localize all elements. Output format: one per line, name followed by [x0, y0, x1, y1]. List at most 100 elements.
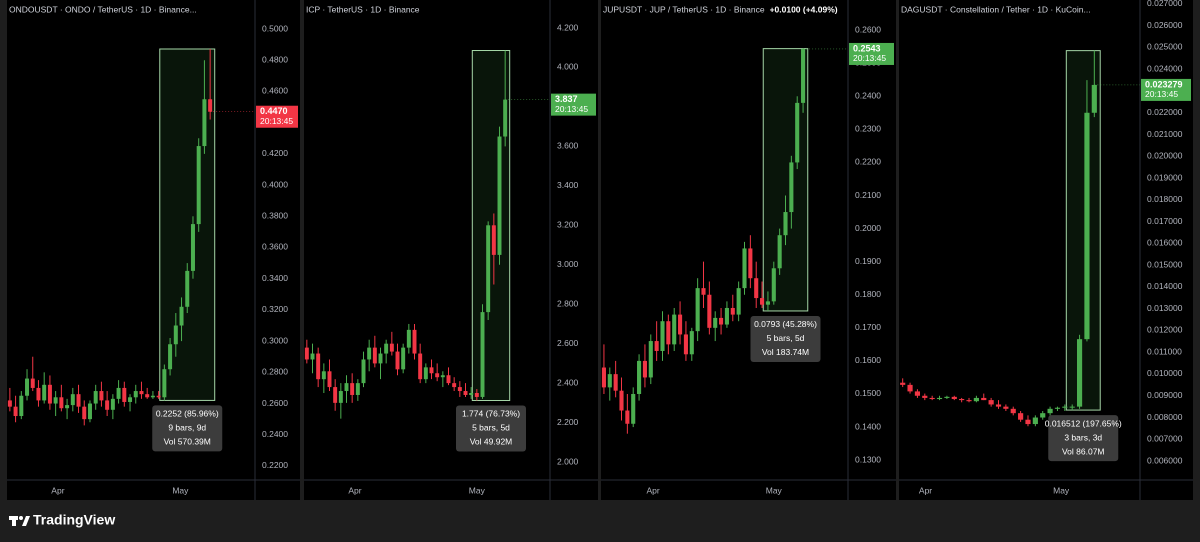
last-price-label: 0.2543 — [853, 43, 881, 53]
candle-body — [13, 406, 18, 417]
candle-body — [922, 395, 928, 398]
candle-body — [423, 367, 428, 380]
candle-body — [988, 400, 994, 405]
candle-body — [900, 382, 906, 385]
candle-body — [19, 395, 24, 417]
y-tick-label: 0.4800 — [262, 54, 288, 64]
x-tick-label: May — [1053, 485, 1070, 495]
y-tick-label: 3.600 — [557, 141, 579, 151]
price-change: +0.0100 (+4.09%) — [770, 4, 838, 14]
measure-text: 1.774 (76.73%) — [462, 409, 520, 419]
x-tick-label: May — [172, 485, 189, 495]
last-price-tag — [849, 42, 894, 65]
logo-slash — [22, 516, 30, 526]
candle-body — [625, 410, 630, 424]
y-tick-label: 3.000 — [557, 259, 579, 269]
candle-body — [944, 396, 950, 398]
candle-body — [695, 288, 700, 332]
candle-body — [795, 102, 800, 163]
candle-body — [202, 99, 207, 147]
chart-panel: 0.2200 0.2400 0.2600 0.2800 0.3000 0.3200 0.34… — [7, 0, 300, 500]
y-tick-label: 0.3600 — [262, 242, 288, 252]
candle-body — [418, 353, 423, 380]
candle-body — [771, 268, 776, 302]
candle-body — [128, 397, 133, 402]
candle-body — [440, 375, 445, 378]
candle-body — [355, 383, 360, 395]
candle-body — [601, 367, 606, 388]
y-tick-label: 0.2100 — [855, 190, 881, 200]
measure-text: 3 bars, 3d — [1064, 432, 1102, 442]
x-tick-label: May — [766, 485, 783, 495]
measure-tooltip — [152, 405, 223, 452]
measure-text: 0.0793 (45.28%) — [754, 319, 817, 329]
y-tick-label: 0.1600 — [855, 355, 881, 365]
candle-body — [59, 397, 64, 409]
candle-body — [631, 393, 636, 424]
y-tick-label: 0.019000 — [1147, 172, 1183, 182]
candle-body — [429, 367, 434, 374]
y-tick-label: 0.020000 — [1147, 151, 1183, 161]
candle-body — [344, 383, 349, 392]
last-price-tag — [551, 93, 596, 116]
candle-body — [316, 353, 321, 380]
y-tick-label: 4.200 — [557, 22, 579, 32]
candle-body — [25, 378, 30, 396]
y-tick-label: 3.200 — [557, 220, 579, 230]
logo-stem — [12, 516, 16, 526]
candle-body — [304, 347, 309, 360]
candle-body — [70, 394, 75, 406]
y-tick-label: 0.026000 — [1147, 20, 1183, 30]
measure-text: Vol 86.07M — [1062, 446, 1105, 456]
candle-body — [1062, 406, 1068, 408]
y-tick-label: 0.1900 — [855, 256, 881, 266]
candle-body — [82, 406, 87, 420]
candle-body — [162, 369, 167, 398]
candle-body — [338, 391, 343, 403]
y-tick-label: 0.017000 — [1147, 216, 1183, 226]
y-tick-label: 2.200 — [557, 417, 579, 427]
candle-body — [196, 146, 201, 225]
candle-body — [185, 270, 190, 307]
last-price-label: 0.4470 — [260, 106, 288, 116]
candle-body — [637, 360, 642, 394]
y-tick-label: 0.014000 — [1147, 281, 1183, 291]
candle-body — [683, 334, 688, 355]
candle-body — [707, 294, 712, 328]
candle-body — [333, 387, 338, 403]
candle-body — [122, 387, 127, 402]
candle-body — [116, 387, 121, 399]
y-tick-label: 0.5000 — [262, 23, 288, 33]
candle-body — [783, 212, 788, 236]
candle-body — [765, 301, 770, 305]
candle-body — [99, 391, 104, 401]
candle-body — [1084, 112, 1090, 340]
measure-tooltip — [1048, 415, 1119, 462]
candle-body — [497, 136, 502, 255]
candle-body — [742, 248, 747, 289]
y-tick-label: 0.022000 — [1147, 107, 1183, 117]
candle-body — [648, 341, 653, 378]
candle-body — [1076, 339, 1083, 407]
candle-body — [1047, 408, 1053, 414]
candle-body — [208, 99, 213, 112]
y-tick-label: 0.2200 — [262, 460, 288, 470]
y-tick-label: 0.013000 — [1147, 303, 1183, 313]
candle-body — [1091, 84, 1097, 113]
candle-body — [642, 360, 647, 378]
candle-body — [395, 351, 400, 370]
y-tick-label: 0.2000 — [855, 223, 881, 233]
candle-body — [491, 225, 496, 255]
countdown-label: 20:13:45 — [1145, 89, 1178, 99]
candle-body — [463, 391, 468, 395]
countdown-label: 20:13:45 — [853, 53, 886, 63]
x-tick-label: Apr — [51, 485, 64, 495]
measure-text: 5 bars, 5d — [767, 333, 805, 343]
y-tick-label: 2.600 — [557, 338, 579, 348]
candle-body — [1003, 406, 1009, 409]
candle-body — [105, 400, 110, 410]
chart-panel: 2.000 2.200 2.400 2.600 2.800 3.000 3.200 3.400… — [304, 0, 598, 500]
y-tick-label: 0.027000 — [1147, 0, 1183, 8]
chart-title: DAGUSDT · Constellation / Tether · 1D · … — [901, 4, 1091, 14]
